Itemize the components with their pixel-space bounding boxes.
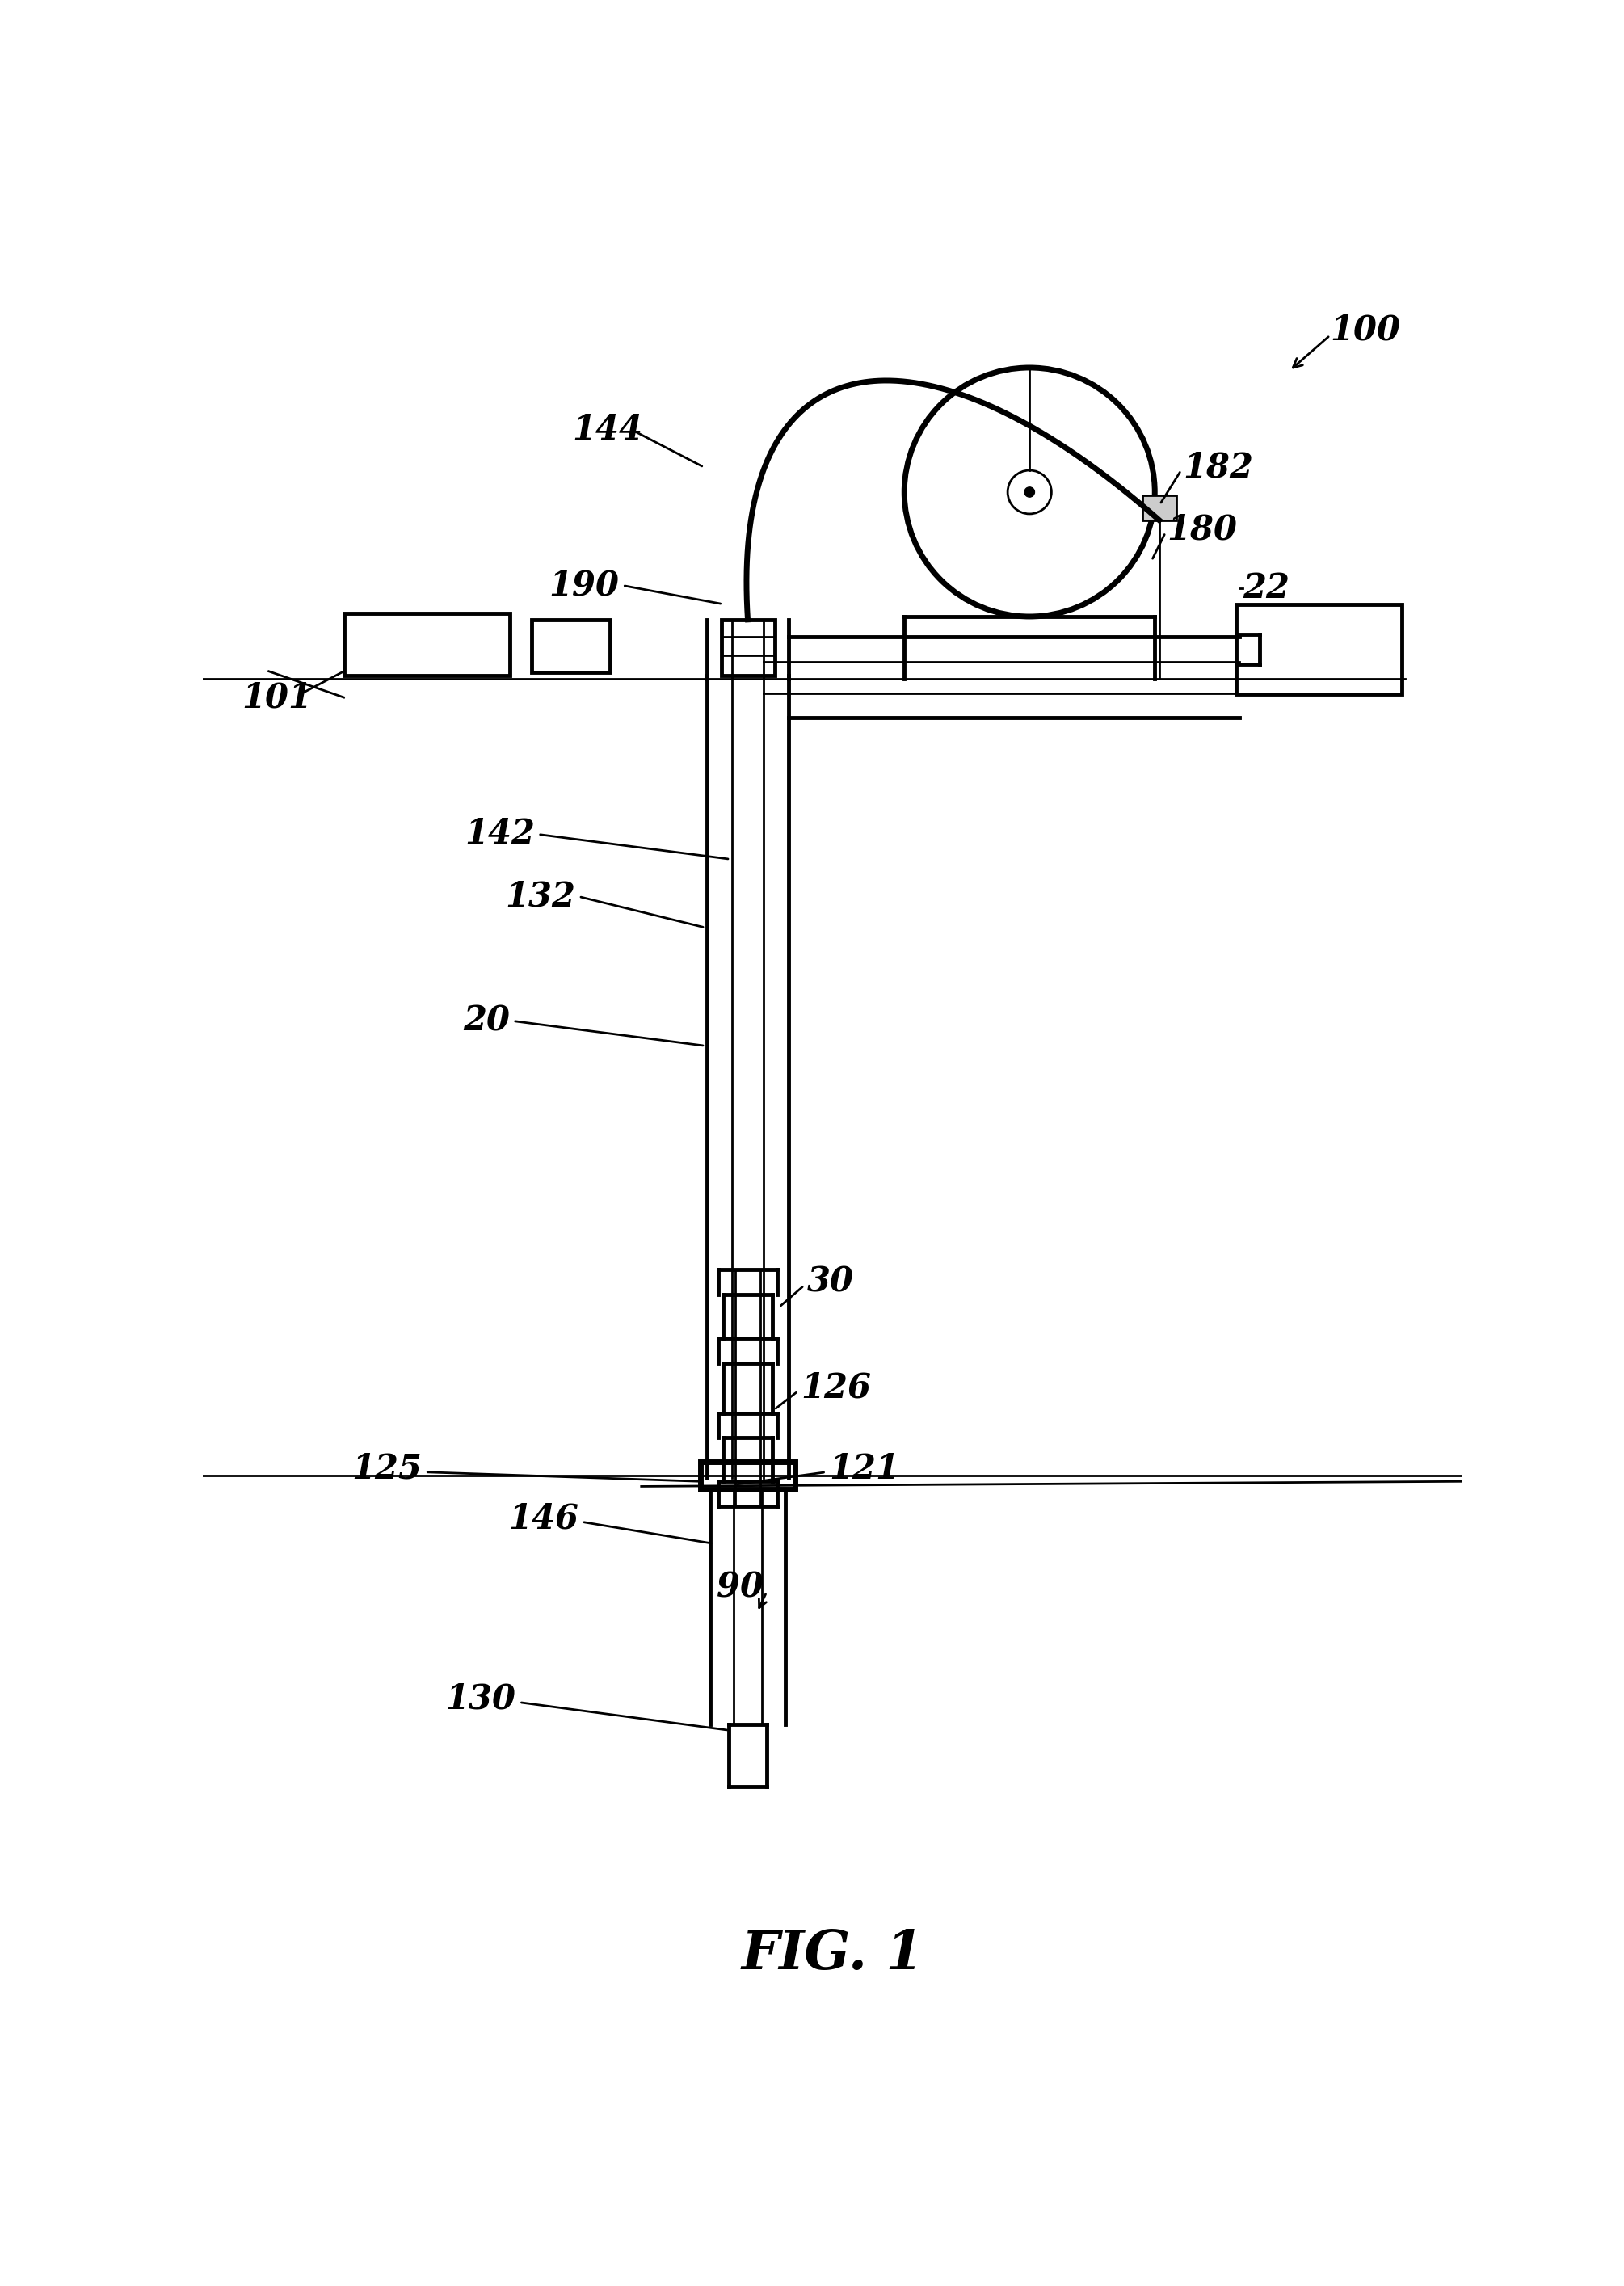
Bar	[1236, 604, 1402, 695]
Text: 146: 146	[508, 1502, 578, 1536]
Text: 121: 121	[830, 1452, 900, 1486]
Bar	[1142, 496, 1177, 521]
Text: 126: 126	[801, 1372, 872, 1406]
Text: 132: 132	[505, 880, 575, 914]
Text: 20: 20	[463, 1004, 510, 1038]
Text: 130: 130	[447, 1682, 516, 1717]
Circle shape	[1025, 487, 1034, 496]
Text: 190: 190	[549, 569, 619, 604]
Text: 22: 22	[1242, 572, 1289, 606]
Text: 182: 182	[1182, 450, 1254, 485]
Text: 142: 142	[464, 818, 534, 850]
Text: FIG. 1: FIG. 1	[741, 1927, 924, 1980]
Text: 100: 100	[1330, 313, 1400, 347]
Bar	[344, 613, 510, 677]
Bar	[531, 620, 611, 672]
Text: 180: 180	[1168, 512, 1237, 546]
Text: 90: 90	[716, 1570, 763, 1605]
Text: 30: 30	[807, 1266, 854, 1298]
Bar	[721, 620, 775, 677]
Text: 144: 144	[572, 414, 643, 446]
Text: 125: 125	[352, 1452, 422, 1486]
Bar	[702, 1461, 794, 1490]
Text: 101: 101	[242, 681, 312, 716]
